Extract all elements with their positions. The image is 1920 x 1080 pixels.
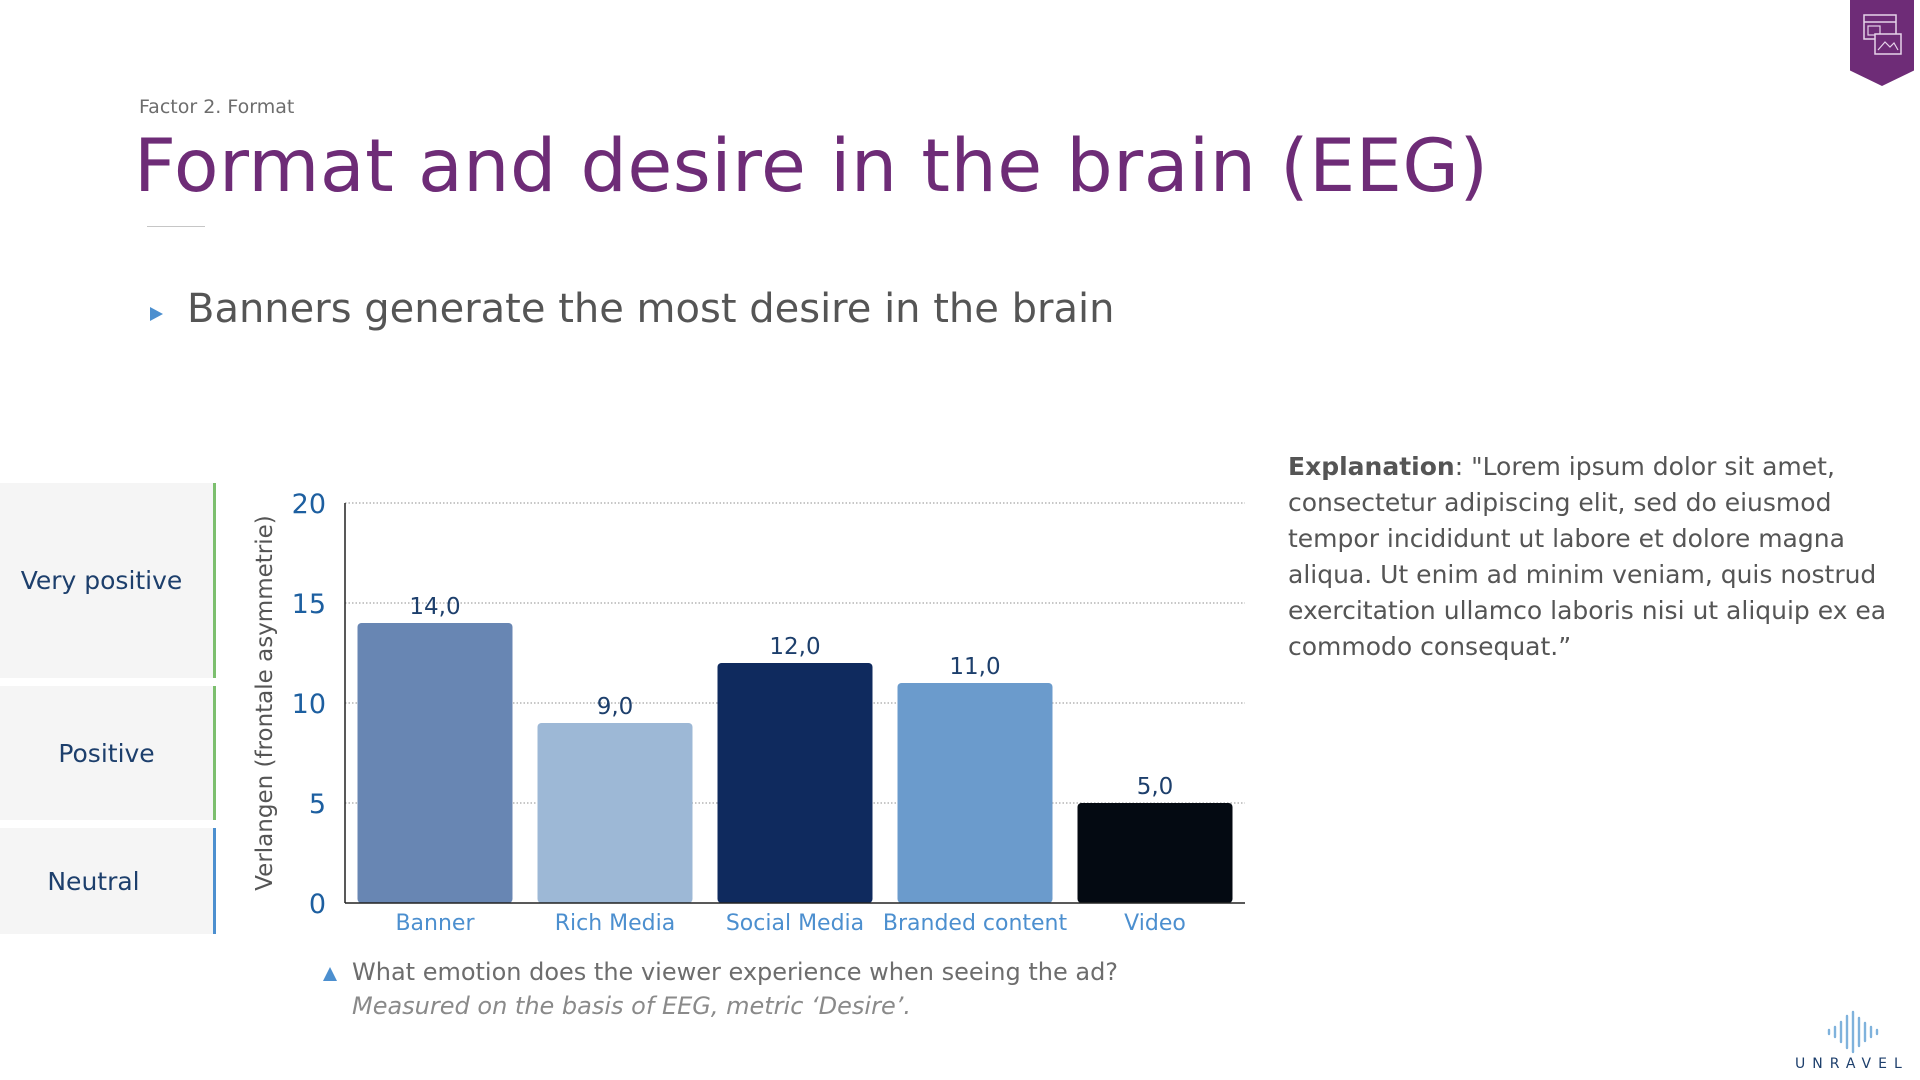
bar-social-media: [717, 663, 873, 903]
y-tick-label: 15: [292, 589, 326, 620]
key-finding: Banners generate the most desire in the …: [187, 286, 1115, 332]
scale-label-positive: Positive: [58, 738, 155, 768]
y-axis-title: Verlangen (frontale asymmetrie): [252, 515, 278, 891]
scale-band-positive: Positive: [0, 686, 216, 820]
explanation-body: : "Lorem ipsum dolor sit amet, consectet…: [1288, 452, 1887, 661]
scale-band-very-positive: Very positive: [0, 483, 216, 678]
scale-label-very-positive: Very positive: [20, 566, 183, 595]
footnote-triangle-icon: [323, 967, 337, 981]
brand-wordmark: UNRAVEL: [1795, 1056, 1909, 1072]
scale-band-neutral: Neutral: [0, 828, 216, 934]
corner-badge: [1850, 0, 1914, 86]
page-title: Format and desire in the brain (EEG): [134, 124, 1489, 209]
scale-label-neutral: Neutral: [47, 866, 140, 896]
explanation-text: Explanation: "Lorem ipsum dolor sit amet…: [1288, 449, 1888, 665]
section-eyebrow: Factor 2. Format: [139, 96, 295, 118]
y-tick-label: 0: [309, 889, 326, 920]
x-tick-label: Social Media: [726, 911, 864, 936]
y-tick-label: 5: [309, 789, 326, 820]
bar-branded-content: [897, 683, 1053, 903]
footnote-method: Measured on the basis of EEG, metric ‘De…: [352, 992, 911, 1020]
footnote-question: What emotion does the viewer experience …: [352, 958, 1119, 986]
data-label: 14,0: [409, 594, 460, 620]
data-label: 5,0: [1137, 774, 1174, 800]
data-label: 12,0: [769, 634, 820, 660]
title-divider: [147, 226, 205, 227]
y-tick-label: 20: [292, 489, 326, 520]
layout-icon: [1863, 14, 1902, 55]
waveform-icon: [1827, 1010, 1879, 1054]
x-tick-label: Branded content: [883, 911, 1068, 936]
data-label: 11,0: [949, 654, 1000, 680]
bar-banner: [357, 623, 513, 903]
bar-rich-media: [537, 723, 693, 903]
y-tick-label: 10: [292, 689, 326, 720]
x-tick-label: Banner: [395, 911, 475, 936]
explanation-label: Explanation: [1288, 452, 1455, 481]
x-tick-label: Video: [1124, 911, 1186, 936]
bar-video: [1077, 803, 1233, 903]
data-label: 9,0: [597, 694, 634, 720]
x-tick-label: Rich Media: [555, 911, 676, 936]
bullet-arrow-icon: [150, 307, 163, 321]
